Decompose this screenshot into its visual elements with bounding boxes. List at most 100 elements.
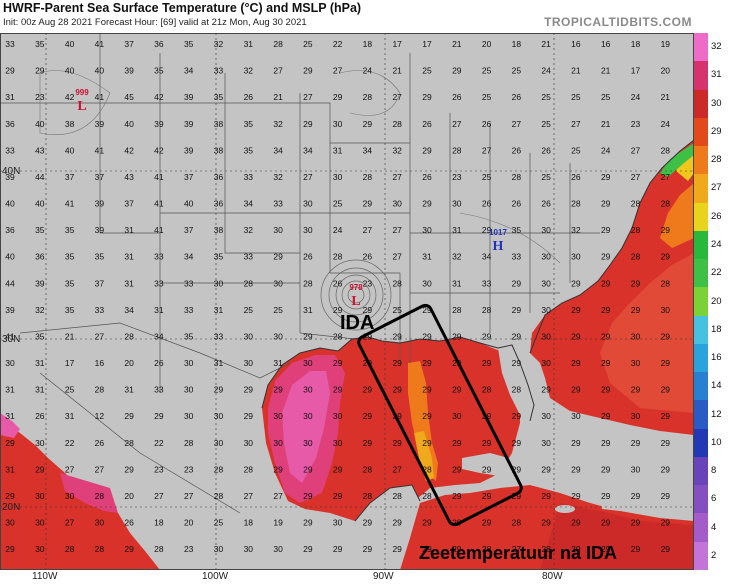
sst-value: 30	[541, 225, 551, 235]
sst-value: 29	[303, 66, 313, 76]
colorbar-label: 14	[711, 380, 722, 392]
sst-value: 18	[154, 518, 164, 528]
sst-value: 29	[5, 438, 15, 448]
sst-value: 35	[95, 252, 105, 262]
ida-storm-label: IDA	[340, 312, 374, 334]
bahamas	[555, 433, 580, 451]
sst-value: 27	[631, 145, 641, 155]
sst-value: 40	[184, 199, 194, 209]
sst-value: 30	[303, 411, 313, 421]
lat-label-30n: 30N	[2, 334, 20, 345]
sst-value: 30	[541, 438, 551, 448]
sst-value: 36	[5, 119, 15, 129]
sst-value: 29	[35, 66, 45, 76]
sst-value: 29	[541, 518, 551, 528]
sst-value: 28	[631, 199, 641, 209]
sst-value: 29	[452, 438, 462, 448]
sst-value: 29	[571, 358, 581, 368]
sst-value: 28	[333, 331, 343, 341]
sst-value: 33	[5, 39, 15, 49]
sst-value: 28	[512, 172, 522, 182]
sst-value: 29	[661, 411, 671, 421]
sst-value: 29	[452, 491, 462, 501]
sst-value: 30	[273, 331, 283, 341]
sst-value: 29	[303, 119, 313, 129]
sst-value: 22	[154, 438, 164, 448]
sst-value: 29	[5, 66, 15, 76]
sst-value: 29	[571, 438, 581, 448]
sst-value: 25	[482, 92, 492, 102]
sst-value: 37	[95, 278, 105, 288]
sst-value: 31	[5, 464, 15, 474]
sst-value: 32	[273, 119, 283, 129]
sst-value: 44	[35, 172, 45, 182]
sst-value: 25	[333, 199, 343, 209]
sst-value: 29	[392, 518, 402, 528]
sst-value: 31	[244, 39, 254, 49]
sst-value: 29	[571, 518, 581, 528]
sst-value: 30	[5, 518, 15, 528]
sst-value: 39	[5, 172, 15, 182]
sst-value: 36	[5, 225, 15, 235]
sst-value: 23	[35, 92, 45, 102]
sst-value: 29	[363, 438, 373, 448]
brand-watermark: TROPICALTIDBITS.COM	[544, 15, 692, 29]
sst-value: 23	[184, 544, 194, 554]
sst-value: 39	[5, 305, 15, 315]
sst-value: 29	[333, 464, 343, 474]
sst-value: 28	[422, 464, 432, 474]
sst-value: 41	[65, 199, 75, 209]
sst-value: 31	[422, 252, 432, 262]
sst-value: 27	[392, 464, 402, 474]
sst-value: 30	[333, 172, 343, 182]
colorbar-label: 27	[711, 182, 722, 194]
sst-value: 31	[124, 252, 134, 262]
sst-value: 28	[124, 438, 134, 448]
sst-value: 21	[601, 119, 611, 129]
sst-value: 31	[154, 305, 164, 315]
sst-value: 27	[244, 491, 254, 501]
sst-value: 31	[65, 411, 75, 421]
sst-value: 30	[214, 544, 224, 554]
sst-value: 35	[244, 119, 254, 129]
sst-value: 41	[95, 92, 105, 102]
sst-value: 30	[541, 331, 551, 341]
sst-value: 26	[303, 252, 313, 262]
sst-value: 29	[571, 331, 581, 341]
sst-value: 34	[184, 252, 194, 262]
sst-value: 28	[244, 464, 254, 474]
sst-value: 29	[244, 411, 254, 421]
colorbar-label: 2	[711, 549, 717, 561]
sst-value: 30	[35, 491, 45, 501]
sst-value: 29	[422, 199, 432, 209]
sst-value: 30	[303, 438, 313, 448]
low-pressure-999: 999 L	[75, 88, 89, 114]
colorbar-swatch	[694, 315, 708, 345]
sst-value: 33	[5, 145, 15, 155]
sst-value: 29	[273, 252, 283, 262]
sst-value: 23	[184, 464, 194, 474]
sst-value: 29	[452, 385, 462, 395]
sst-value: 31	[214, 358, 224, 368]
sst-value: 29	[541, 491, 551, 501]
sst-value: 26	[482, 199, 492, 209]
sst-value: 29	[512, 438, 522, 448]
sst-value: 29	[661, 225, 671, 235]
colorbar-swatch	[694, 513, 708, 543]
sst-value: 29	[601, 544, 611, 554]
sst-value: 30	[244, 331, 254, 341]
sst-value: 21	[661, 92, 671, 102]
sst-value: 31	[5, 92, 15, 102]
sst-value: 29	[333, 358, 343, 368]
sst-value: 27	[571, 119, 581, 129]
sst-value: 30	[541, 305, 551, 315]
sst-value: 30	[184, 411, 194, 421]
sst-value: 29	[661, 518, 671, 528]
sst-value: 26	[422, 119, 432, 129]
sst-value: 29	[601, 464, 611, 474]
lat-label-40n: 40N	[2, 166, 20, 177]
sst-value: 26	[422, 172, 432, 182]
low-pressure-978-symbol: L	[351, 294, 360, 309]
sst-value: 25	[571, 145, 581, 155]
sst-value: 40	[124, 119, 134, 129]
